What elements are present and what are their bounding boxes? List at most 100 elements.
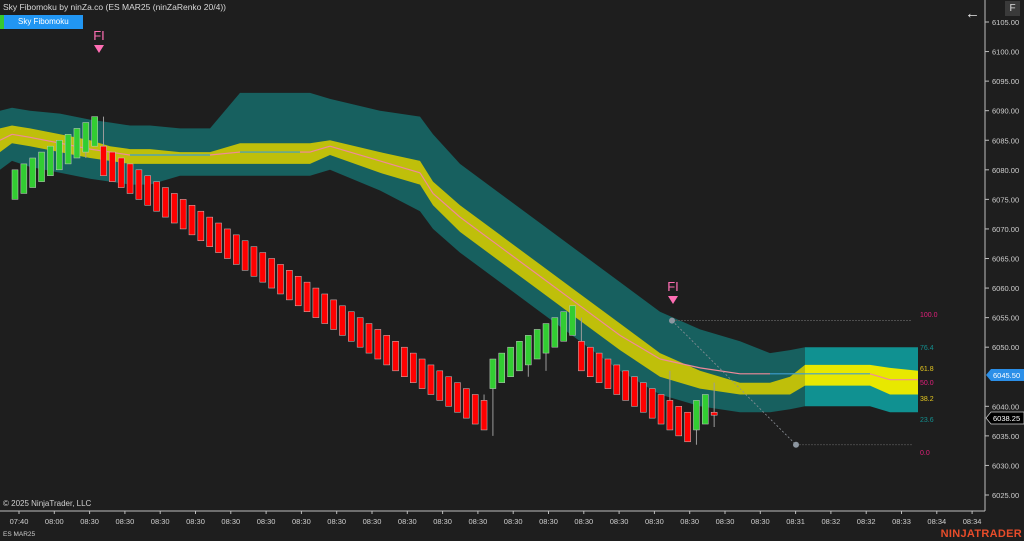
renko-bar [480,394,488,431]
time-axis-label: 08:34 [963,517,982,526]
cloud-midline [499,246,541,277]
price-axis-label: 6060.00 [992,284,1019,293]
renko-bar [126,163,134,194]
price-axis-label: 6085.00 [992,136,1019,145]
time-axis-label: 08:30 [116,517,135,526]
renko-bar [702,394,709,425]
indicator-toolbar: Sky Fibomoku [0,15,83,29]
price-axis-label: 6035.00 [992,432,1019,441]
cloud-midline [539,275,581,307]
renko-bar [162,187,169,218]
fib-level-label: 76.4 [920,345,934,352]
fib-low-anchor[interactable] [793,441,799,448]
renko-bar [684,411,691,443]
last-close-marker [985,411,1024,425]
fib-level-label: 50.0 [920,380,934,387]
time-axis-label: 08:30 [363,517,382,526]
renko-bar [144,175,151,206]
renko-bar [471,394,479,425]
cloud-midline [309,145,331,153]
renko-bar [64,134,72,165]
renko-bar [294,275,302,307]
renko-bar [303,281,311,312]
time-axis-label: 08:30 [539,517,558,526]
indicator-sky-fibomoku-button[interactable]: Sky Fibomoku [4,15,83,29]
renko-bar [330,299,337,330]
renko-bar [374,329,382,360]
time-axis-label: 08:30 [680,517,699,526]
ninjatrader-logo: NINJATRADER [940,528,1022,540]
renko-bar [648,388,656,419]
inner-band-projection [805,364,918,395]
renko-bar [286,270,293,301]
renko-bar [560,311,567,342]
renko-bar [507,346,514,377]
cloud-midline [699,367,741,375]
time-axis-label: 08:30 [504,517,523,526]
fib-level-label: 100.0 [920,312,938,319]
time-axis-label: 07:40 [10,517,29,526]
price-axis-label: 6055.00 [992,314,1019,323]
price-axis-label: 6030.00 [992,461,1019,470]
renko-bar [82,122,90,158]
renko-bar [365,323,373,354]
cloud-midline [459,216,501,248]
fibomoku-cloud-projection [805,347,918,413]
renko-bar [11,169,19,200]
f-button[interactable]: F [1005,1,1020,16]
cloud-midline [0,133,13,141]
time-axis-label: 08:00 [45,517,64,526]
signal-label: FI [667,279,679,294]
cloud-midline [869,373,891,381]
renko-bar [542,323,550,371]
renko-bar [339,305,346,336]
renko-bar [250,246,258,277]
renko-bar [241,240,249,271]
sell-signal-triangle-icon [94,45,104,53]
renko-bar [613,364,621,395]
renko-bar [91,116,98,147]
cloud-midline [29,136,61,144]
fib-level-label: 0.0 [920,450,930,457]
renko-bar [356,317,364,348]
cloud-midline [419,172,434,194]
renko-bar [516,341,523,372]
renko-bar [604,358,612,389]
price-axis-label: 6080.00 [992,166,1019,175]
time-axis-label: 08:30 [645,517,664,526]
time-axis-label: 08:30 [433,517,452,526]
renko-bar [224,228,231,259]
renko-bar [277,264,284,295]
renko-bar [109,151,116,182]
renko-bar [445,376,452,407]
price-axis-label: 6040.00 [992,402,1019,411]
renko-bar [29,157,36,188]
copyright-text: © 2025 NinjaTrader, LLC [3,499,92,508]
renko-bar [569,305,576,336]
time-axis-label: 08:30 [327,517,346,526]
fib-level-label: 61.8 [920,366,934,373]
renko-bar [675,406,682,437]
renko-bar [551,317,559,348]
renko-bar [73,128,81,159]
fib-high-anchor[interactable] [669,317,675,324]
renko-bar [436,370,444,401]
price-axis-label: 6075.00 [992,195,1019,204]
indicator-status-marker [0,15,4,29]
time-axis-label: 08:30 [398,517,417,526]
chart-title: Sky Fibomoku by ninZa.co (ES MAR25 (ninZ… [3,2,226,12]
renko-bar [206,216,213,247]
time-axis-label: 08:30 [151,517,170,526]
time-axis-label: 08:30 [292,517,311,526]
price-axis-label: 6065.00 [992,255,1019,264]
arrow-left-icon[interactable]: ← [965,5,980,22]
price-axis-label: 6050.00 [992,343,1019,352]
time-axis-label: 08:32 [822,517,841,526]
renko-bar [100,116,107,176]
renko-bar [215,222,222,253]
price-axis-label: 6105.00 [992,18,1019,27]
renko-bar [38,151,45,182]
renko-bar [587,346,594,377]
renko-bar [392,341,399,372]
